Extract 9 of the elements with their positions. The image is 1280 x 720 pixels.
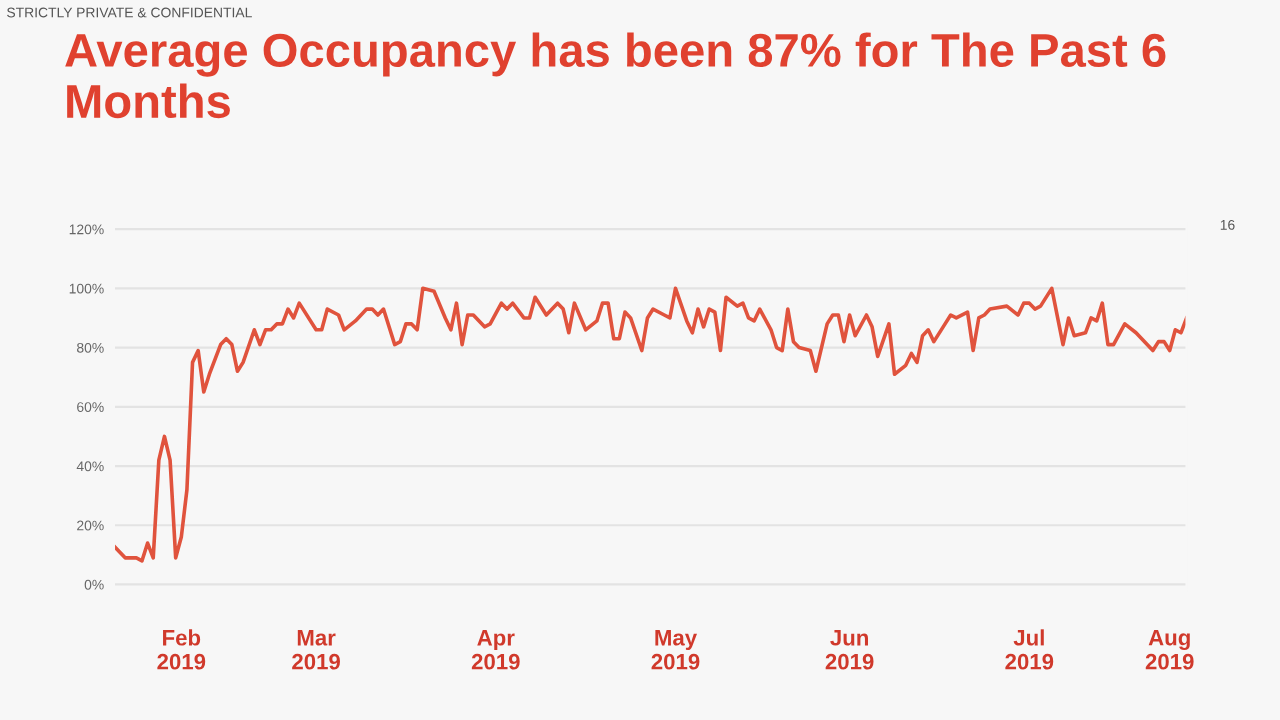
chart-title: Average Occupancy has been 87% for The Past 6 Months bbox=[65, 32, 1166, 119]
x-tick-label: Aug 2019 bbox=[1145, 630, 1194, 670]
x-tick-label: Jun 2019 bbox=[825, 630, 874, 670]
x-tick-label: May 2019 bbox=[651, 630, 700, 670]
x-tick-label: Feb 2019 bbox=[157, 629, 206, 670]
x-tick-label: Mar 2019 bbox=[292, 630, 340, 670]
x-tick-label: Jul 2019 bbox=[1005, 629, 1054, 670]
line-series bbox=[113, 286, 1187, 563]
x-tick-label: Apr 2019 bbox=[471, 630, 520, 670]
